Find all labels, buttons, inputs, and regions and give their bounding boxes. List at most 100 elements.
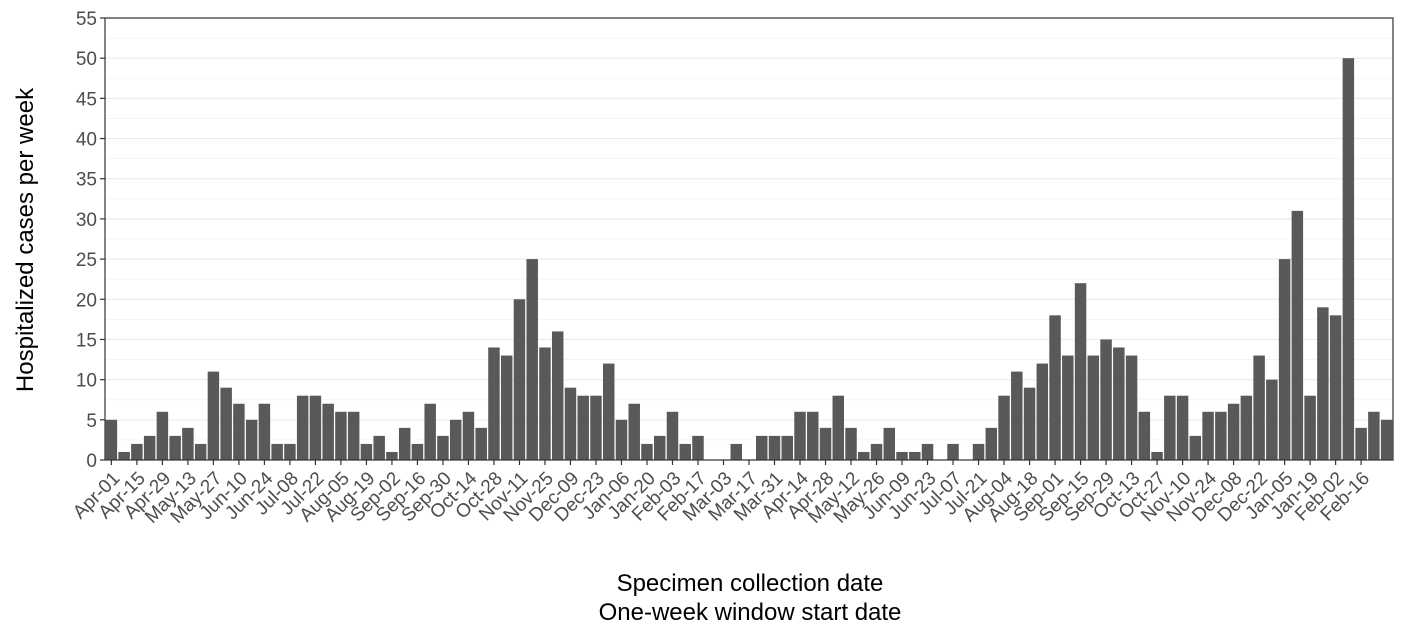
- bar: [194, 443, 207, 460]
- bar: [360, 443, 373, 460]
- bar: [1253, 355, 1265, 460]
- x-axis-title-line1: Specimen collection date: [617, 570, 884, 597]
- bar: [1125, 355, 1138, 460]
- bar: [118, 451, 130, 460]
- bar: [819, 427, 832, 460]
- bar: [602, 363, 615, 460]
- bar: [475, 427, 487, 460]
- y-tick-label: 10: [76, 371, 97, 392]
- bar: [653, 435, 666, 460]
- bar: [462, 411, 475, 460]
- bar: [449, 419, 462, 460]
- y-tick-label: 15: [76, 330, 97, 351]
- bar: [347, 411, 360, 460]
- bar: [1189, 435, 1202, 460]
- bar: [169, 435, 181, 460]
- bar: [513, 299, 526, 460]
- bar: [1215, 411, 1227, 460]
- y-tick-label: 30: [76, 210, 97, 231]
- bar: [641, 443, 653, 460]
- bar: [1113, 347, 1125, 460]
- bar: [998, 395, 1010, 460]
- bar: [768, 435, 781, 460]
- bar: [1023, 387, 1036, 460]
- y-tick-label: 45: [76, 89, 97, 110]
- y-axis-title: Hospitalized cases per week: [12, 87, 39, 392]
- bar: [1164, 395, 1176, 460]
- bar: [1227, 403, 1240, 460]
- bar: [1329, 315, 1342, 460]
- bar: [258, 403, 271, 460]
- grid-lines: [105, 17, 1393, 461]
- bar: [1380, 419, 1393, 460]
- bar: [1176, 395, 1189, 460]
- bar: [590, 395, 602, 460]
- bar: [870, 443, 883, 460]
- bar: [1151, 451, 1163, 460]
- bar: [398, 427, 411, 460]
- bar: [1074, 283, 1087, 460]
- y-tick-label: 5: [86, 411, 97, 432]
- bar: [1202, 411, 1214, 460]
- bar: [131, 443, 143, 460]
- bar: [692, 435, 704, 460]
- bar: [207, 371, 220, 460]
- bar: [233, 403, 245, 460]
- bar: [437, 435, 449, 460]
- bar: [1278, 259, 1291, 460]
- bar: [539, 347, 551, 460]
- bar: [271, 443, 283, 460]
- y-tick-label: 50: [76, 49, 97, 70]
- bar: [909, 451, 921, 460]
- bar: [781, 435, 793, 460]
- bar: [526, 259, 538, 460]
- bar: [1240, 395, 1253, 460]
- bar: [424, 403, 436, 460]
- bar: [105, 419, 118, 460]
- bar: [845, 427, 857, 460]
- bar: [1266, 379, 1278, 460]
- bar: [1100, 339, 1112, 460]
- bar: [666, 411, 679, 460]
- bar: [322, 403, 334, 460]
- bar: [794, 411, 806, 460]
- bar: [615, 419, 628, 460]
- bar: [564, 387, 577, 460]
- bar: [386, 451, 398, 460]
- bar: [577, 395, 589, 460]
- bar: [985, 427, 998, 460]
- bar: [947, 443, 959, 460]
- y-tick-label: 55: [76, 9, 97, 30]
- bar: [500, 355, 513, 460]
- bar: [679, 443, 691, 460]
- bar: [730, 443, 742, 460]
- x-axis-title-line2: One-week window start date: [599, 599, 902, 626]
- y-tick-label: 25: [76, 250, 97, 271]
- bar: [1062, 355, 1074, 460]
- bar: [628, 403, 640, 460]
- y-axis: 0 5 10 15 20 25 30 35 40 45 50 55: [76, 9, 105, 472]
- y-tick-label: 20: [76, 290, 97, 311]
- bar: [1036, 363, 1049, 460]
- bar: [832, 395, 845, 460]
- y-tick-label: 0: [86, 451, 97, 472]
- bar: [1304, 395, 1316, 460]
- bar: [182, 427, 194, 460]
- bar: [335, 411, 347, 460]
- bar: [1342, 58, 1355, 460]
- bar: [1368, 411, 1380, 460]
- bar: [883, 427, 896, 460]
- bar: [488, 347, 500, 460]
- bar: [373, 435, 385, 460]
- bar: [1291, 210, 1304, 460]
- bar: [1355, 427, 1367, 460]
- bar: [896, 451, 908, 460]
- bar: [309, 395, 322, 460]
- bar: [296, 395, 309, 460]
- bar: [1317, 307, 1329, 460]
- bars: [105, 58, 1393, 460]
- bar: [551, 331, 564, 460]
- bar: [143, 435, 156, 460]
- y-tick-label: 40: [76, 130, 97, 151]
